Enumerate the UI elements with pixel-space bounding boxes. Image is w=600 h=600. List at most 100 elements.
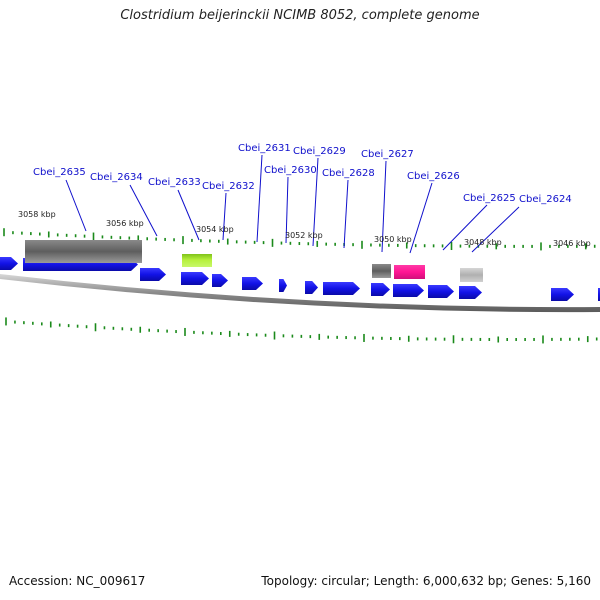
inner-tick bbox=[14, 320, 16, 324]
leader-line bbox=[177, 189, 200, 241]
outer-tick bbox=[200, 239, 202, 243]
outer-tick bbox=[173, 238, 175, 242]
inner-tick bbox=[381, 336, 383, 340]
inner-tick bbox=[533, 337, 535, 341]
gene-label-cbei-2626[interactable]: Cbei_2626 bbox=[407, 171, 460, 182]
position-label-3048: 3048 kbp bbox=[464, 238, 502, 247]
inner-tick bbox=[309, 335, 312, 339]
gene-label-cbei-2631[interactable]: Cbei_2631 bbox=[238, 143, 291, 154]
outer-tick bbox=[12, 231, 14, 235]
inner-tick bbox=[121, 327, 124, 331]
inner-tick bbox=[202, 331, 204, 335]
outer-tick bbox=[522, 244, 524, 248]
gene-label-cbei-2635[interactable]: Cbei_2635 bbox=[33, 167, 86, 178]
gene-label-cbei-2625[interactable]: Cbei_2625 bbox=[463, 193, 516, 204]
outer-tick bbox=[209, 239, 211, 243]
inner-tick bbox=[586, 336, 589, 343]
gene-label-cbei-2629[interactable]: Cbei_2629 bbox=[293, 146, 346, 157]
outer-tick bbox=[3, 228, 5, 237]
gene-label-cbei-2627[interactable]: Cbei_2627 bbox=[361, 149, 414, 160]
inner-tick bbox=[76, 324, 79, 328]
inner-tick bbox=[112, 326, 115, 330]
position-label-3046: 3046 kbp bbox=[553, 239, 591, 248]
inner-tick bbox=[23, 321, 25, 325]
outer-tick bbox=[119, 236, 122, 240]
outer-tick bbox=[39, 232, 41, 236]
outer-tick bbox=[218, 239, 220, 243]
outer-tick bbox=[593, 244, 596, 248]
outer-tick bbox=[191, 238, 193, 242]
leader-line bbox=[312, 157, 319, 247]
inner-tick bbox=[569, 337, 571, 341]
cds-arrow bbox=[551, 288, 574, 301]
leader-line bbox=[129, 184, 158, 237]
inner-tick bbox=[193, 330, 195, 334]
cds-arrow bbox=[279, 279, 287, 292]
inner-tick bbox=[184, 327, 186, 336]
inner-tick bbox=[515, 338, 517, 342]
outer-tick bbox=[531, 244, 533, 248]
cds-arrow bbox=[371, 283, 390, 296]
rna-block-light bbox=[460, 268, 483, 282]
outer-tick bbox=[486, 244, 489, 248]
gene-label-cbei-2630[interactable]: Cbei_2630 bbox=[264, 165, 317, 176]
outer-tick bbox=[432, 244, 435, 248]
inner-tick bbox=[49, 321, 52, 328]
inner-tick bbox=[264, 333, 267, 337]
gene-label-cbei-2628[interactable]: Cbei_2628 bbox=[322, 168, 375, 179]
outer-tick bbox=[450, 242, 453, 251]
cds-arrow bbox=[0, 257, 18, 270]
inner-tick bbox=[58, 323, 61, 327]
inner-tick bbox=[246, 333, 249, 337]
outer-tick bbox=[459, 244, 462, 248]
outer-tick bbox=[226, 238, 229, 245]
gene-label-cbei-2634[interactable]: Cbei_2634 bbox=[90, 172, 143, 183]
accession-text: Accession: NC_009617 bbox=[9, 574, 146, 588]
inner-tick bbox=[497, 336, 500, 343]
outer-tick bbox=[146, 237, 148, 241]
inner-tick bbox=[5, 317, 7, 326]
inner-tick bbox=[354, 336, 356, 340]
cds-arrow bbox=[181, 272, 209, 285]
gene-label-cbei-2633[interactable]: Cbei_2633 bbox=[148, 177, 201, 188]
leader-line bbox=[256, 154, 263, 243]
outer-tick bbox=[253, 240, 256, 244]
outer-tick bbox=[235, 240, 238, 244]
gene-label-cbei-2624[interactable]: Cbei_2624 bbox=[519, 194, 572, 205]
outer-tick bbox=[504, 244, 506, 248]
outer-tick bbox=[307, 242, 310, 246]
inner-tick bbox=[578, 337, 580, 341]
inner-tick bbox=[291, 334, 294, 338]
outer-tick bbox=[397, 243, 399, 247]
outer-tick bbox=[361, 240, 363, 249]
inner-tick bbox=[390, 336, 392, 340]
inner-tick bbox=[434, 337, 437, 341]
inner-tick bbox=[148, 328, 150, 332]
inner-tick bbox=[327, 335, 329, 339]
outer-tick bbox=[137, 235, 140, 242]
cds-arrow bbox=[140, 268, 166, 281]
inner-tick bbox=[461, 337, 464, 341]
outer-tick bbox=[289, 241, 292, 245]
inner-tick bbox=[255, 333, 258, 337]
outer-tick bbox=[21, 231, 23, 235]
outer-tick bbox=[182, 236, 184, 245]
outer-tick bbox=[540, 242, 542, 251]
inner-tick bbox=[157, 329, 159, 333]
outer-tick bbox=[379, 243, 381, 247]
inner-tick bbox=[425, 337, 428, 341]
outer-tick bbox=[576, 244, 578, 248]
cds-arrow bbox=[428, 285, 454, 298]
rna-block-dark bbox=[372, 264, 391, 278]
leader-line bbox=[65, 179, 87, 232]
outer-tick bbox=[513, 244, 515, 248]
outer-tick bbox=[405, 242, 408, 249]
outer-tick bbox=[334, 242, 336, 246]
cds-arrow bbox=[323, 282, 360, 295]
outer-tick bbox=[47, 231, 50, 238]
leader-line bbox=[343, 179, 349, 249]
position-labels: 3058 kbp 3056 kbp 3054 kbp 3052 kbp 3050… bbox=[18, 210, 591, 248]
gene-label-cbei-2632[interactable]: Cbei_2632 bbox=[202, 181, 255, 192]
